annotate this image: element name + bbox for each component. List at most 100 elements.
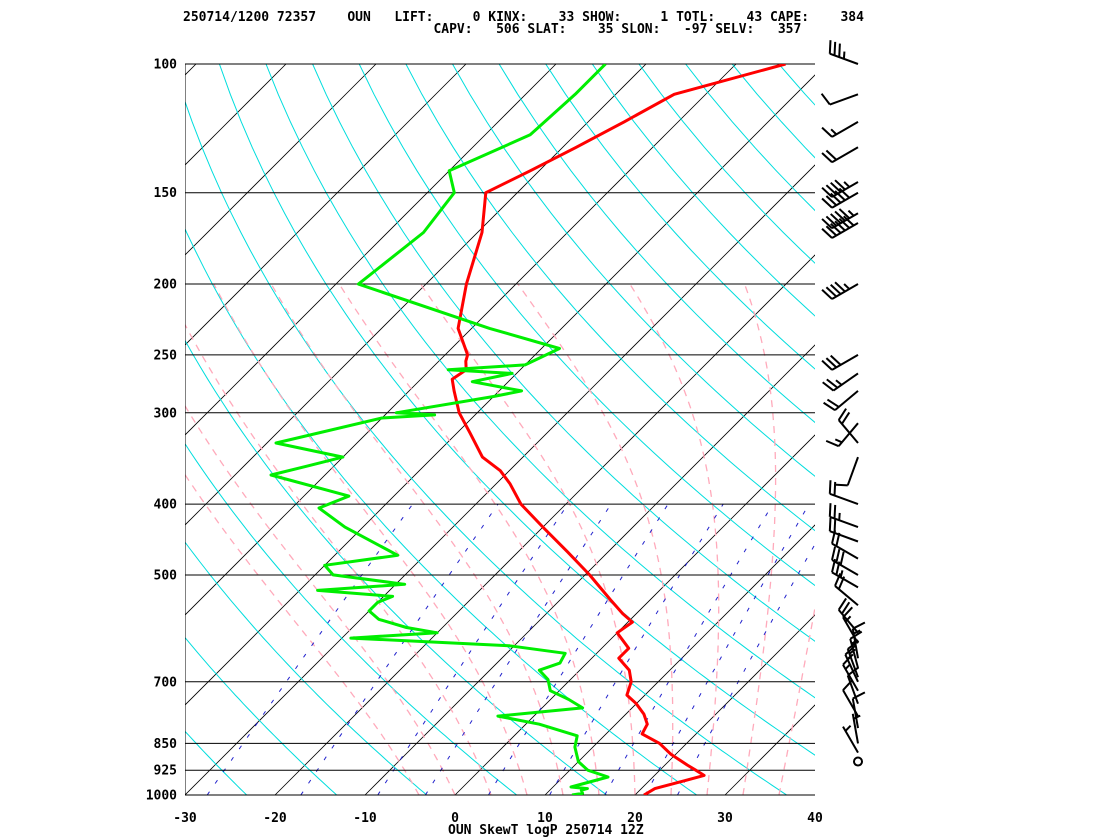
dry-adiabat-line [778,64,815,106]
pressure-axis-labels: 100 150 200 250 300 400 500 700 850 925 1000 [146,58,177,804]
wind-barb-flag [835,548,841,563]
wind-barb [842,654,859,692]
wind-barb-flag [830,284,842,295]
wind-barb-flag [828,480,832,494]
wind-barb [846,640,860,678]
pressure-tick-label: 400 [154,498,178,513]
wind-barb [825,422,859,448]
wind-barb-flag [823,401,836,411]
wind-barb-flag [838,217,851,229]
dry-adiabat-line [185,442,518,795]
wind-barb-flag [837,408,847,421]
temperature-tick-label: 0 [451,811,459,826]
wind-barb [828,480,859,506]
wind-barb-flag [825,439,840,448]
wind-barb-shaft [851,698,859,729]
temperature-tick-label: 10 [537,811,553,826]
dry-adiabat-line [919,64,1120,795]
moist-adiabat-line [742,283,777,795]
wind-barb-flag [841,601,851,615]
wind-barb-flag [828,517,832,532]
wind-barb-flag [838,208,851,219]
wind-barb-flag [847,640,860,650]
moist-adiabat-line [338,283,600,795]
wind-barb [834,573,859,606]
isotherm-line [634,614,815,795]
wind-barb-flag [821,197,833,209]
pressure-tick-label: 925 [154,764,177,779]
wind-barb-shaft [829,93,859,106]
wind-barb-flag [843,215,855,227]
sounding-traces [269,64,786,795]
wind-barb-flag [837,576,846,590]
isotherm-line [364,344,815,795]
pressure-tick-label: 300 [154,406,178,421]
wind-barb [842,725,859,754]
moist-adiabat-line [270,283,564,795]
wind-barb-flag [825,195,838,206]
pressure-tick-label: 700 [154,675,178,690]
pressure-tick-label: 1000 [146,789,177,804]
wind-barb-half-flag [838,512,841,521]
isotherm-line [0,64,106,795]
moist-adiabat-line [517,283,674,795]
temperature-tick-label: -10 [353,811,377,826]
wind-barb [821,179,859,198]
pressure-tick-label: 250 [154,348,178,363]
dry-adiabat-line [965,64,1120,795]
isotherm-line [185,64,377,256]
moist-adiabat-line [420,283,636,795]
wind-barb-flag [825,215,838,227]
wind-barb [828,40,859,65]
wind-barb [846,666,860,705]
mixing-ratio-line [424,503,612,795]
isotherm-line [0,64,16,795]
pressure-tick-label: 500 [154,568,178,583]
wind-barb-flag [834,210,846,222]
wind-barb-flag [834,179,846,191]
header-line-1: 250714/1200 72357 OUN LIFT: 0 KINX: 33 S… [183,10,864,25]
wind-barb-flag [830,192,842,204]
wind-barb [821,215,859,239]
wind-barb-flag [830,354,842,366]
wind-barb-shaft [846,456,859,486]
wind-barb-shaft [837,419,859,444]
wind-barb-flag [834,190,846,201]
wind-barb-flag [849,630,863,640]
wind-barb-flag [830,213,842,224]
wind-barb-flag [842,654,853,666]
temperature-tick-label: 40 [807,811,823,826]
wind-barb [821,208,859,230]
isotherm-line [185,74,815,706]
wind-barb-flag [830,181,842,193]
wind-barb-half-flag [844,725,852,732]
wind-barb-flag [838,43,841,58]
wind-barb-flag [828,503,832,517]
mixing-ratio-line [677,543,815,795]
temperature-trace [450,64,786,795]
isotherm-line [185,64,647,526]
wind-barb-half-flag [844,663,852,670]
temperature-tick-label: -30 [173,811,197,826]
wind-barb-flag [821,126,833,138]
isotherm-line [814,794,815,795]
moist-adiabat-line [185,323,492,795]
wind-barb [821,281,859,300]
chart-title: OUN SkewT logP 250714 12Z [448,823,644,838]
wind-barb-flag [833,481,837,496]
wind-barb-flag [825,357,838,369]
wind-barb-flag [825,184,838,196]
wind-barb [834,456,859,487]
wind-barb [821,187,859,209]
dry-adiabat-line [638,64,815,264]
wind-barb-shaft [834,390,859,411]
wind-barb-flag [831,558,837,573]
wind-barb-half-flag [848,648,856,655]
wind-barb [849,630,863,669]
dry-adiabat-line [185,227,697,795]
wind-barb-flag [821,359,833,371]
wind-barb-flag [821,289,833,300]
isotherm-line [274,254,815,795]
dry-adiabat-line [1059,64,1120,795]
